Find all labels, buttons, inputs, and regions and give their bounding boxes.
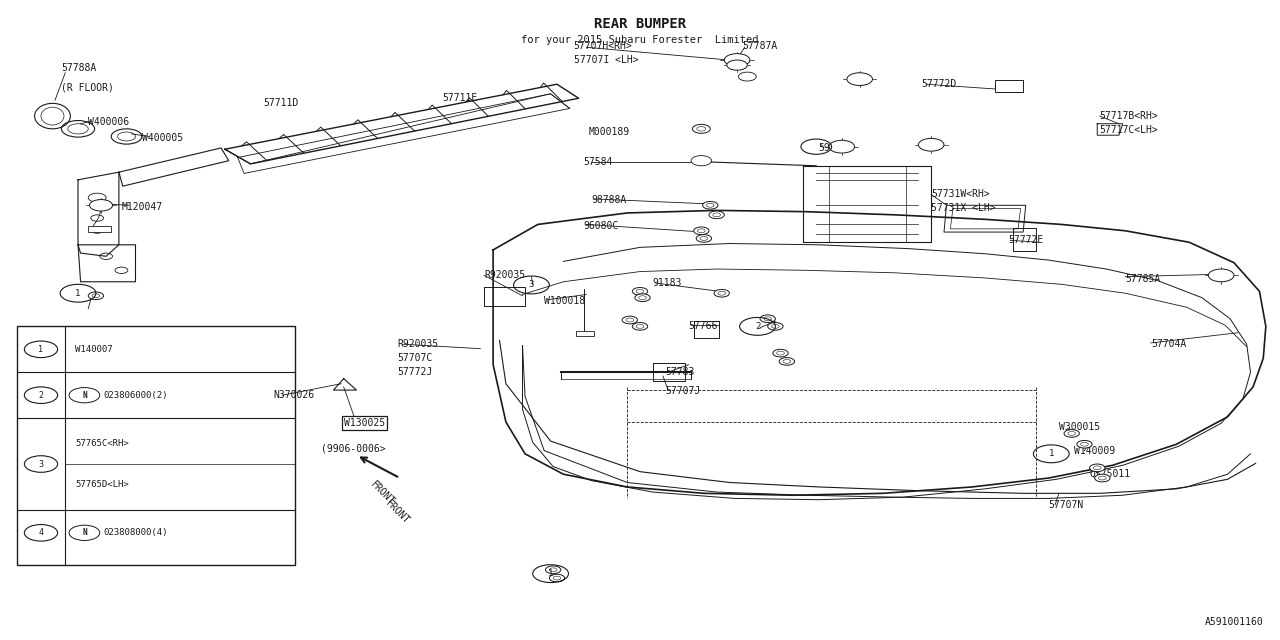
- Text: W100018: W100018: [544, 296, 585, 306]
- Text: 57707H<RH>: 57707H<RH>: [573, 41, 632, 51]
- Text: 57772D: 57772D: [922, 79, 956, 89]
- Circle shape: [773, 349, 788, 357]
- Text: 57707J: 57707J: [666, 387, 700, 396]
- Circle shape: [691, 156, 712, 166]
- Circle shape: [88, 292, 104, 300]
- Text: 57765C<RH>: 57765C<RH>: [76, 439, 129, 449]
- Text: 57707I <LH>: 57707I <LH>: [573, 55, 639, 65]
- Text: 1: 1: [548, 569, 553, 578]
- Circle shape: [724, 54, 750, 67]
- Text: 57731W<RH>: 57731W<RH>: [932, 189, 989, 199]
- Circle shape: [1076, 440, 1092, 448]
- Circle shape: [635, 294, 650, 301]
- Circle shape: [727, 60, 748, 70]
- Circle shape: [694, 227, 709, 235]
- Text: N: N: [82, 390, 87, 400]
- Circle shape: [622, 316, 637, 324]
- Text: 57707C: 57707C: [397, 353, 433, 364]
- Text: REAR BUMPER: REAR BUMPER: [594, 17, 686, 31]
- Text: R920035: R920035: [484, 270, 525, 280]
- Text: 98788A: 98788A: [591, 195, 627, 205]
- Circle shape: [780, 358, 795, 365]
- Text: N: N: [82, 529, 87, 538]
- Text: 57704A: 57704A: [1151, 339, 1187, 349]
- Text: 023806000(2): 023806000(2): [104, 390, 168, 400]
- Text: W400005: W400005: [142, 133, 183, 143]
- Text: M120047: M120047: [122, 202, 163, 212]
- Text: Q575011: Q575011: [1089, 469, 1130, 479]
- Text: 57707N: 57707N: [1048, 500, 1084, 510]
- Circle shape: [739, 72, 756, 81]
- Text: A591001160: A591001160: [1204, 617, 1263, 627]
- Text: 3: 3: [38, 460, 44, 468]
- Text: 59188B: 59188B: [819, 143, 854, 153]
- Text: 57731X <LH>: 57731X <LH>: [932, 203, 996, 213]
- Circle shape: [1089, 464, 1105, 472]
- Text: R920035: R920035: [397, 339, 439, 349]
- Circle shape: [632, 323, 648, 330]
- Text: 57765D<LH>: 57765D<LH>: [76, 480, 129, 489]
- Text: 3: 3: [529, 280, 534, 289]
- Text: 57772J: 57772J: [397, 367, 433, 377]
- Circle shape: [549, 574, 564, 582]
- Text: 57766: 57766: [689, 321, 718, 332]
- Circle shape: [768, 323, 783, 330]
- Circle shape: [1064, 429, 1079, 437]
- Text: W400006: W400006: [88, 118, 129, 127]
- Text: 57785A: 57785A: [1125, 273, 1161, 284]
- Text: 1: 1: [76, 289, 81, 298]
- Text: W300015: W300015: [1059, 422, 1100, 432]
- Text: (R FLOOR): (R FLOOR): [61, 83, 114, 92]
- Text: 1: 1: [38, 345, 44, 354]
- Circle shape: [1208, 269, 1234, 282]
- Text: 57717B<RH>: 57717B<RH>: [1100, 111, 1158, 121]
- Circle shape: [703, 202, 718, 209]
- Text: 2: 2: [38, 390, 44, 400]
- Text: 57788A: 57788A: [61, 63, 97, 74]
- Bar: [88, 226, 111, 232]
- Text: W140009: W140009: [1074, 445, 1115, 456]
- Text: W140007: W140007: [76, 345, 113, 354]
- Text: 96080C: 96080C: [584, 221, 620, 230]
- Circle shape: [90, 200, 113, 211]
- Text: 2: 2: [755, 322, 760, 331]
- Circle shape: [692, 124, 710, 133]
- Circle shape: [847, 73, 873, 86]
- Bar: [576, 331, 594, 336]
- Circle shape: [545, 566, 561, 573]
- Text: 023808000(4): 023808000(4): [104, 529, 168, 538]
- Text: M000189: M000189: [589, 127, 630, 137]
- Bar: [995, 81, 1023, 92]
- Circle shape: [1094, 474, 1110, 482]
- Text: FRONT: FRONT: [369, 479, 396, 508]
- Text: 1: 1: [1048, 449, 1053, 458]
- Text: (9906-0006>: (9906-0006>: [321, 444, 385, 454]
- Circle shape: [632, 287, 648, 295]
- Text: 57783: 57783: [666, 367, 695, 377]
- Text: 57772E: 57772E: [1007, 236, 1043, 245]
- Text: 57711D: 57711D: [264, 99, 298, 108]
- Text: N370026: N370026: [274, 390, 315, 400]
- Text: 57717C<LH>: 57717C<LH>: [1100, 125, 1158, 135]
- Circle shape: [696, 235, 712, 243]
- Text: 91183: 91183: [653, 278, 682, 288]
- Bar: [17, 326, 296, 565]
- Text: for your 2015 Subaru Forester  Limited: for your 2015 Subaru Forester Limited: [521, 35, 759, 45]
- Text: 57711E: 57711E: [442, 93, 477, 103]
- Text: 57787A: 57787A: [742, 41, 777, 51]
- Text: FRONT: FRONT: [384, 499, 411, 526]
- Text: 4: 4: [38, 529, 44, 538]
- Circle shape: [829, 140, 855, 153]
- Circle shape: [760, 315, 776, 323]
- Circle shape: [919, 138, 943, 151]
- Text: 57584: 57584: [584, 157, 613, 167]
- Circle shape: [714, 289, 730, 297]
- Text: W130025: W130025: [344, 418, 385, 428]
- Circle shape: [709, 211, 724, 219]
